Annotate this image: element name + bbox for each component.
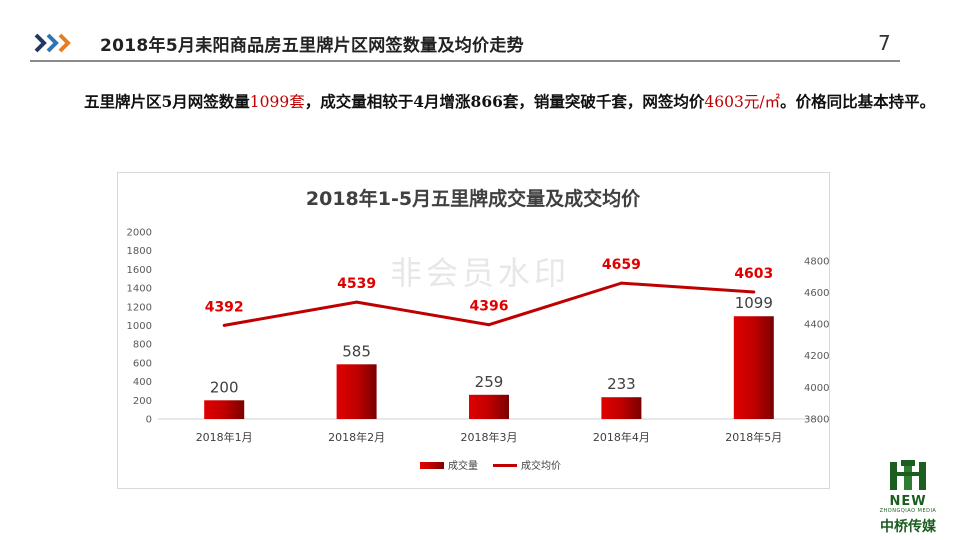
y-left-tick-label: 0 [146,415,152,426]
y-left-tick-label: 800 [133,340,152,351]
chart-title: 2018年1-5月五里牌成交量及成交均价 [306,187,641,210]
bar [733,316,774,419]
chart-container: 2018年1-5月五里牌成交量及成交均价 0 200 400 600 800 1000 12… [117,172,830,489]
logo-cn-text: 中桥传媒 [880,519,936,535]
price-point [752,290,756,294]
x-tick-label: 2018年4月 [593,430,650,444]
company-logo: NEW ZHONGQIAO MEDIA 中桥传媒 [868,458,948,536]
price-point [355,300,359,304]
price-value-label: 4539 [337,276,376,292]
x-tick-label: 2018年3月 [461,430,518,444]
legend-bar-label: 成交量 [448,459,478,472]
legend-line-label: 成交均价 [521,459,561,472]
bar-value-label: 585 [342,342,371,360]
page-title: 2018年5月耒阳商品房五里牌片区网签数量及均价走势 [100,36,524,56]
summary-price-value: 4603元/㎡ [704,93,781,111]
price-point [222,323,226,327]
y-right-tick-label: 3800 [804,415,829,426]
price-value-label: 4392 [205,299,244,315]
price-value-label: 4603 [734,266,773,282]
legend-bar-swatch [420,462,444,469]
y-right-tick-label: 4400 [804,320,829,331]
bar [469,394,509,419]
y-right-tick-label: 4800 [804,256,829,267]
summary-paragraph: 五里牌片区5月网签数量1099套，成交量相较于4月增涨866套，销量突破千套，网… [66,86,946,118]
summary-text-3: 。价格同比基本持平。 [780,92,936,111]
page-number: 7 [878,31,891,55]
y-left-tick-label: 1400 [127,284,152,295]
bar [336,364,377,419]
x-tick-label: 2018年2月 [328,430,385,444]
price-point [619,281,623,285]
bar [601,397,642,419]
chevron-arrows-icon [34,33,71,53]
price-value-label: 4659 [602,257,641,273]
summary-text-1: 五里牌片区5月网签数量 [84,92,250,111]
y-left-tick-label: 200 [133,396,152,407]
y-right-tick-label: 4200 [804,351,829,362]
bar-value-label: 200 [210,378,239,396]
y-left-tick-label: 400 [133,377,152,388]
logo-new-text: NEW [889,494,927,509]
bar-value-label: 259 [475,373,504,391]
zhongqiao-logo-icon [890,460,926,490]
y-left-tick-label: 1800 [127,246,152,257]
bar [204,400,245,419]
bar-value-label: 1099 [735,294,773,312]
x-tick-label: 2018年1月 [196,430,253,444]
y-left-tick-label: 1200 [127,302,152,313]
y-left-tick-label: 1600 [127,265,152,276]
price-value-label: 4396 [470,299,509,315]
y-right-tick-label: 4000 [804,383,829,394]
y-left-tick-label: 1000 [127,321,152,332]
y-right-tick-label: 4600 [804,288,829,299]
logo-sub-text: ZHONGQIAO MEDIA [879,508,937,514]
x-tick-label: 2018年5月 [725,430,782,444]
price-point [487,323,491,327]
combo-chart: 2018年1-5月五里牌成交量及成交均价 0 200 400 600 800 1000 12… [127,187,829,472]
header-divider [30,60,900,62]
summary-volume-value: 1099套 [249,93,305,111]
y-left-tick-label: 600 [133,358,152,369]
bar-value-label: 233 [607,375,636,393]
slide-header: 2018年5月耒阳商品房五里牌片区网签数量及均价走势 7 [0,0,960,62]
summary-text-2: ，成交量相较于4月增涨866套，销量突破千套，网签均价 [304,92,705,111]
y-left-tick-label: 2000 [127,228,152,239]
